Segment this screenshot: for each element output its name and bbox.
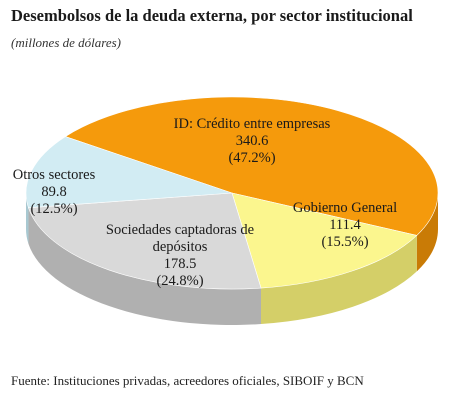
slice-label-text: Sociedades captadoras de: [106, 222, 254, 238]
slice-value-text: 178.5: [164, 256, 197, 272]
pie-slice-3: [25, 136, 233, 209]
chart-subtitle: (millones de dólares): [11, 35, 121, 50]
slice-percent-text: (47.2%): [228, 150, 275, 166]
slice-percent-text: (24.8%): [156, 273, 203, 289]
slice-label-text: Gobierno General: [293, 200, 397, 216]
pie-tops: [25, 96, 439, 290]
slice-label-text: depósitos: [153, 239, 208, 255]
chart-title: Desembolsos de la deuda externa, por sec…: [11, 6, 413, 25]
slice-value-text: 340.6: [236, 133, 269, 149]
slice-label-2: Sociedades captadoras dedepósitos178.5(2…: [106, 222, 254, 289]
chart-source: Fuente: Instituciones privadas, acreedor…: [11, 373, 364, 388]
slice-value-text: 111.4: [329, 217, 361, 233]
pie-slice-1: [231, 192, 418, 289]
slice-percent-text: (15.5%): [321, 234, 368, 250]
slice-value-text: 89.8: [41, 184, 66, 200]
pie-slice-side-0: [416, 193, 438, 272]
pie-sides: [26, 193, 438, 325]
pie-slice-side-3: [26, 193, 29, 244]
pie-slice-side-2: [28, 207, 262, 325]
pie-slice-0: [64, 96, 439, 236]
slice-label-text: Otros sectores: [13, 167, 96, 183]
slice-percent-text: (12.5%): [30, 201, 77, 217]
pie-slice-side-1: [261, 235, 417, 325]
pie-slice-2: [28, 192, 262, 290]
slice-label-text: ID: Crédito entre empresas: [174, 116, 331, 132]
